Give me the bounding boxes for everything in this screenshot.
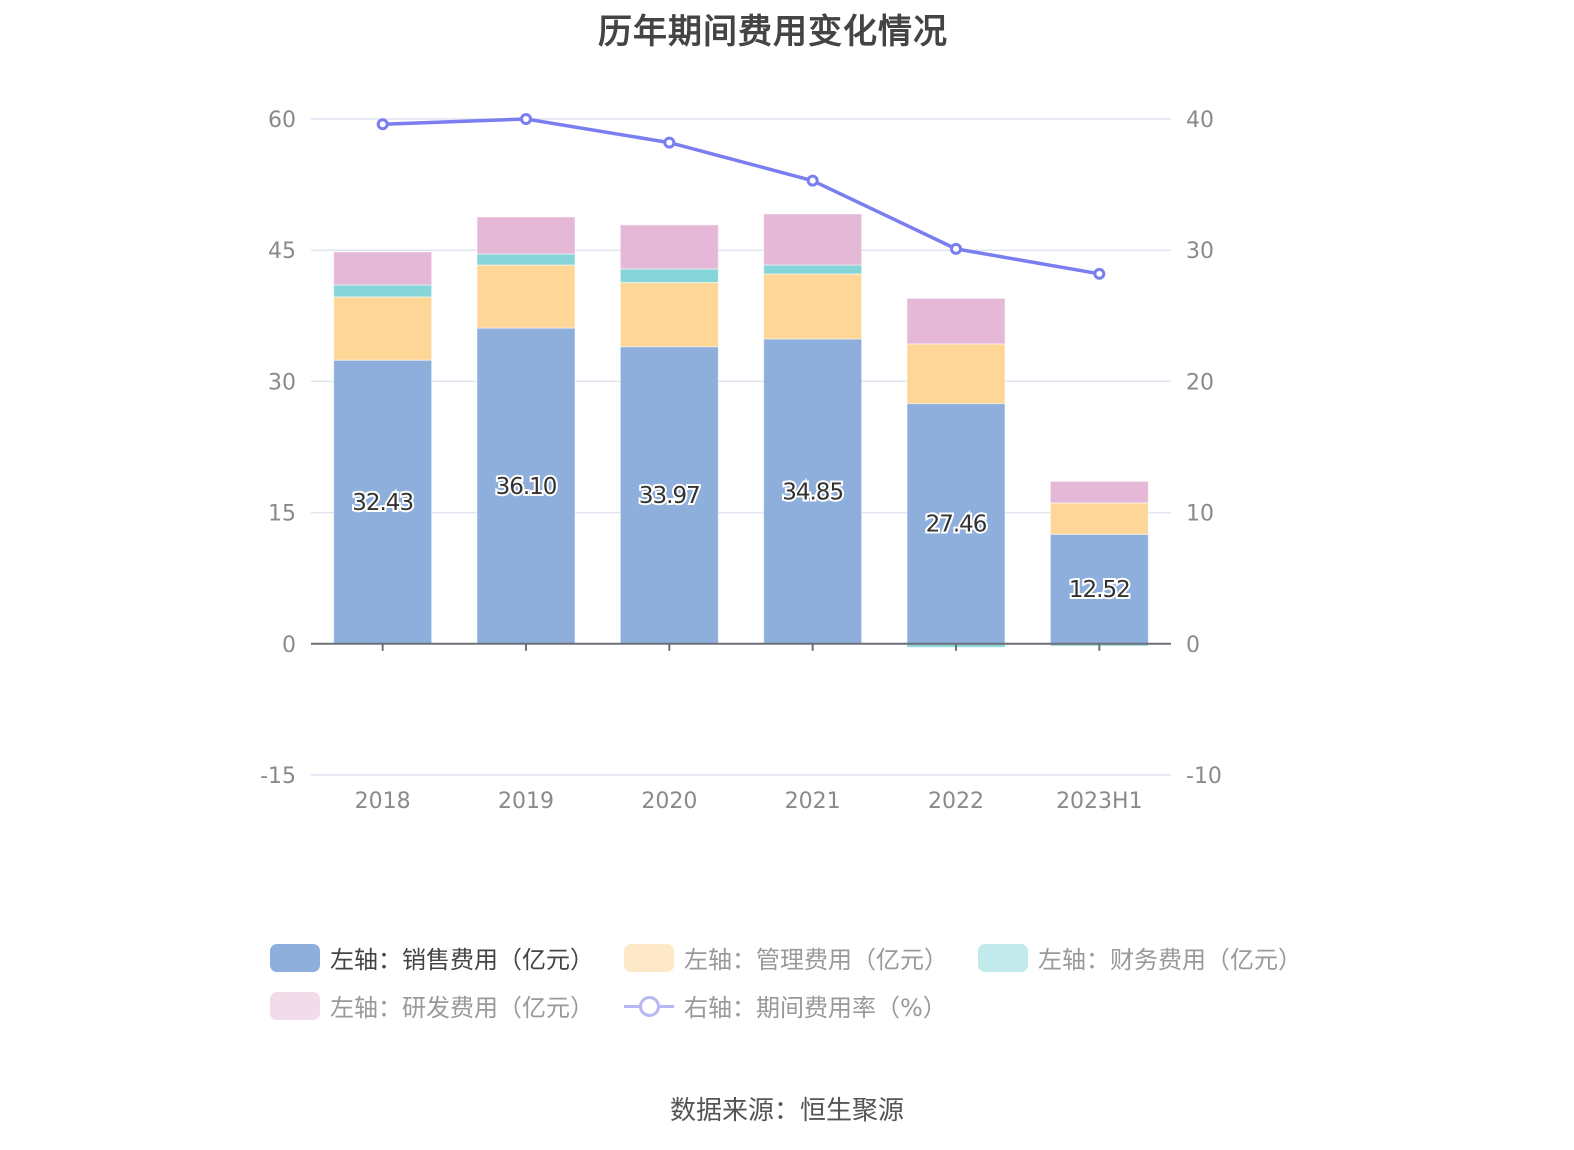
rate-line-point bbox=[376, 118, 389, 131]
bars bbox=[333, 213, 1149, 648]
legend-label-admin: 左轴：管理费用（亿元） bbox=[684, 946, 948, 974]
legend-line-marker-icon bbox=[624, 992, 674, 1020]
bar-segment-finance bbox=[476, 253, 576, 266]
x-axis-tick-label: 2019 bbox=[498, 789, 554, 814]
right-axis-tick-label: -10 bbox=[1186, 764, 1222, 789]
rate-line-point bbox=[1093, 267, 1106, 280]
bar-segment-finance bbox=[333, 284, 433, 298]
rate-line-point bbox=[663, 136, 676, 149]
right-axis-tick-label: 0 bbox=[1186, 633, 1200, 658]
bar-segment-admin bbox=[476, 264, 576, 329]
rate-line-point bbox=[806, 174, 819, 187]
right-axis-tick-label: 20 bbox=[1186, 370, 1214, 395]
x-axis-tick-label: 2023H1 bbox=[1056, 789, 1143, 814]
bar-segment-finance bbox=[619, 268, 719, 283]
left-axis-tick-label: 0 bbox=[282, 633, 296, 658]
bar-segment-rnd bbox=[333, 251, 433, 286]
bar-segment-admin bbox=[1049, 502, 1149, 535]
bar-segment-sales bbox=[906, 403, 1006, 645]
bar-segment-admin bbox=[333, 296, 433, 361]
data-labels: 32.43 36.10 33.97 34.85 27.46 12.52 bbox=[350, 472, 1133, 605]
bar-segment-rnd bbox=[619, 224, 719, 270]
right-axis-tick-label: 40 bbox=[1186, 108, 1214, 133]
left-axis-tick-label: 15 bbox=[268, 502, 296, 527]
legend-swatch-finance bbox=[978, 943, 1028, 972]
left-axis-tick-label: 30 bbox=[268, 370, 296, 395]
bar-segment-sales bbox=[619, 346, 719, 645]
left-axis-tick-label: 45 bbox=[268, 239, 296, 264]
legend-label-rate: 右轴：期间费用率（%） bbox=[684, 994, 947, 1022]
legend-swatch-sales bbox=[270, 943, 320, 972]
rate-line-path bbox=[382, 117, 1100, 276]
bar-segment-rnd bbox=[1049, 480, 1149, 504]
bar-segment-admin bbox=[763, 273, 863, 340]
bar-value-label: 12.52 bbox=[1069, 577, 1130, 603]
bar-segment-rnd bbox=[906, 297, 1006, 345]
x-axis-tick-label: 2022 bbox=[928, 789, 984, 814]
x-axis-tick-label: 2020 bbox=[641, 789, 697, 814]
bar-segment-sales bbox=[763, 338, 863, 645]
bar-segment-rnd bbox=[476, 216, 576, 255]
rate-line-point bbox=[520, 113, 532, 125]
bar-value-label: 34.85 bbox=[782, 479, 843, 505]
legend-item-sales[interactable]: 左轴：销售费用（亿元） bbox=[270, 940, 594, 975]
x-axis-tick-label: 2018 bbox=[355, 789, 411, 814]
bar-segment-sales bbox=[476, 327, 576, 645]
bar-value-label: 36.10 bbox=[496, 474, 557, 500]
left-axis-tick-label: -15 bbox=[260, 764, 296, 789]
legend-item-rate[interactable]: 右轴：期间费用率（%） bbox=[624, 988, 947, 1023]
legend-item-rnd[interactable]: 左轴：研发费用（亿元） bbox=[270, 988, 594, 1023]
bar-value-label: 27.46 bbox=[926, 512, 987, 538]
chart-title: 历年期间费用变化情况 bbox=[598, 12, 948, 52]
legend-item-admin[interactable]: 左轴：管理费用（亿元） bbox=[624, 940, 948, 975]
legend-item-finance[interactable]: 左轴：财务费用（亿元） bbox=[978, 940, 1302, 975]
legend-label-sales: 左轴：销售费用（亿元） bbox=[330, 946, 594, 974]
bar-segment-sales bbox=[333, 359, 433, 645]
data-source: 数据来源：恒生聚源 bbox=[669, 1096, 904, 1126]
right-axis-tick-label: 30 bbox=[1186, 239, 1214, 264]
grid-lines bbox=[311, 118, 1171, 776]
bar-segment-sales bbox=[1049, 533, 1149, 645]
bar-segment-rnd bbox=[763, 213, 863, 266]
x-axis-tick-label: 2021 bbox=[785, 789, 841, 814]
bar-value-label: 32.43 bbox=[352, 490, 413, 516]
axes: -15 0 15 30 45 60 -10 0 10 20 30 40 2018 2019 2020 2021… bbox=[260, 108, 1222, 814]
bar-segment-admin bbox=[906, 343, 1006, 405]
legend-swatch-rnd bbox=[270, 991, 320, 1020]
legend-label-finance: 左轴：财务费用（亿元） bbox=[1038, 946, 1302, 974]
rate-line bbox=[376, 113, 1106, 280]
legend-swatch-admin bbox=[624, 943, 674, 972]
right-axis-tick-label: 10 bbox=[1186, 502, 1214, 527]
rate-line-point bbox=[950, 242, 962, 255]
bar-segment-finance bbox=[763, 264, 863, 275]
left-axis-tick-label: 60 bbox=[268, 108, 296, 133]
bar-value-label: 33.97 bbox=[639, 483, 700, 509]
bar-segment-admin bbox=[619, 281, 719, 348]
legend-label-rnd: 左轴：研发费用（亿元） bbox=[330, 994, 594, 1022]
chart-plot: -15 0 15 30 45 60 -10 0 10 20 30 40 2018 2019 2020 2021… bbox=[260, 108, 1222, 814]
